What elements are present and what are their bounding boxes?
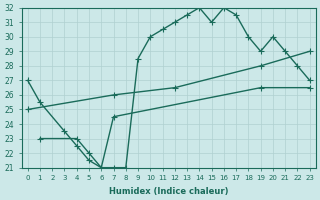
X-axis label: Humidex (Indice chaleur): Humidex (Indice chaleur) <box>109 187 228 196</box>
